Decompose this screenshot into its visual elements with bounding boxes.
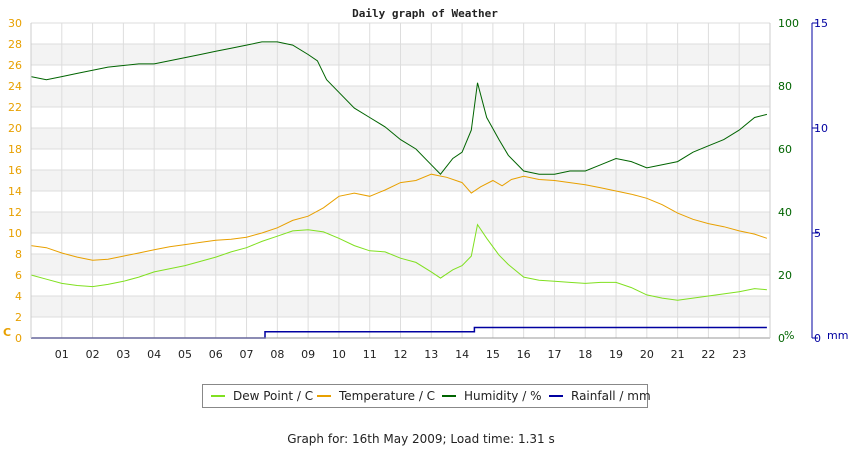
tick-label-x: 08 (270, 348, 284, 361)
legend-swatch-humidity (442, 394, 456, 397)
legend-label: Humidity / % (464, 389, 542, 403)
tick-label-x: 01 (55, 348, 69, 361)
footer-info: Graph for: 16th May 2009; Load time: 1.3… (287, 432, 555, 446)
legend-item-rainfall: Rainfall / mm (549, 389, 651, 403)
tick-label-humidity: 40 (778, 206, 792, 219)
tick-label-humidity: 0 (778, 332, 785, 345)
tick-label-x: 18 (578, 348, 592, 361)
legend-label: Dew Point / C (233, 389, 314, 403)
tick-label-left: 30 (8, 17, 22, 30)
tick-label-left: 2 (15, 311, 22, 324)
tick-label-x: 20 (640, 348, 654, 361)
legend-item-temperature: Temperature / C (317, 389, 435, 403)
tick-label-left: 22 (8, 101, 22, 114)
tick-label-left: 26 (8, 59, 22, 72)
tick-label-left: 18 (8, 143, 22, 156)
tick-label-x: 06 (209, 348, 223, 361)
tick-label-x: 03 (116, 348, 130, 361)
series-line-temperature (30, 173, 768, 261)
right-axis-rainfall-unit: mm (827, 329, 848, 342)
tick-label-left: 20 (8, 122, 22, 135)
axes (30, 22, 818, 339)
legend-item-humidity: Humidity / % (442, 389, 541, 403)
tick-label-x: 12 (394, 348, 408, 361)
tick-label-left: 4 (15, 290, 22, 303)
series-line-dew-point (30, 223, 767, 301)
tick-label-x: 07 (240, 348, 254, 361)
tick-label-x: 22 (701, 348, 715, 361)
tick-label-rainfall: 10 (814, 122, 828, 135)
tick-label-left: 12 (8, 206, 22, 219)
tick-label-left: 28 (8, 38, 22, 51)
tick-label-x: 04 (147, 348, 161, 361)
series-line-humidity (30, 41, 768, 175)
left-axis-unit: C (3, 326, 11, 339)
grid-lines (31, 22, 770, 339)
tick-label-left: 0 (15, 332, 22, 345)
tick-label-left: 10 (8, 227, 22, 240)
tick-label-x: 09 (301, 348, 315, 361)
tick-label-x: 23 (732, 348, 746, 361)
tick-label-humidity: 80 (778, 80, 792, 93)
chart-title: Daily graph of Weather (352, 7, 498, 20)
tick-label-humidity: 100 (778, 17, 799, 30)
tick-label-x: 21 (671, 348, 685, 361)
tick-label-x: 14 (455, 348, 469, 361)
legend-swatch-rainfall (549, 394, 563, 397)
legend: Dew Point / C Temperature / C Humidity /… (202, 384, 651, 408)
tick-label-rainfall: 5 (814, 227, 821, 240)
tick-label-x: 19 (609, 348, 623, 361)
tick-label-x: 15 (486, 348, 500, 361)
tick-label-x: 16 (517, 348, 531, 361)
tick-label-left: 8 (15, 248, 22, 261)
tick-label-x: 17 (547, 348, 561, 361)
tick-label-left: 14 (8, 185, 22, 198)
tick-label-rainfall: 0 (814, 332, 821, 345)
tick-label-humidity: 20 (778, 269, 792, 282)
tick-label-x: 13 (424, 348, 438, 361)
tick-label-left: 16 (8, 164, 22, 177)
tick-label-x: 05 (178, 348, 192, 361)
legend-item-dew-point: Dew Point / C (211, 389, 313, 403)
tick-label-rainfall: 15 (814, 17, 828, 30)
legend-label: Rainfall / mm (571, 389, 651, 403)
tick-labels: 0246810121416182022242628300204060801000… (8, 17, 828, 361)
tick-label-x: 11 (363, 348, 377, 361)
tick-label-x: 02 (86, 348, 100, 361)
legend-swatch-temperature (317, 394, 331, 397)
legend-swatch-dew-point (211, 394, 225, 397)
tick-label-humidity: 60 (778, 143, 792, 156)
tick-label-x: 10 (332, 348, 346, 361)
tick-label-left: 6 (15, 269, 22, 282)
tick-label-left: 24 (8, 80, 22, 93)
right-axis-humidity-unit: % (784, 329, 794, 342)
legend-label: Temperature / C (339, 389, 436, 403)
